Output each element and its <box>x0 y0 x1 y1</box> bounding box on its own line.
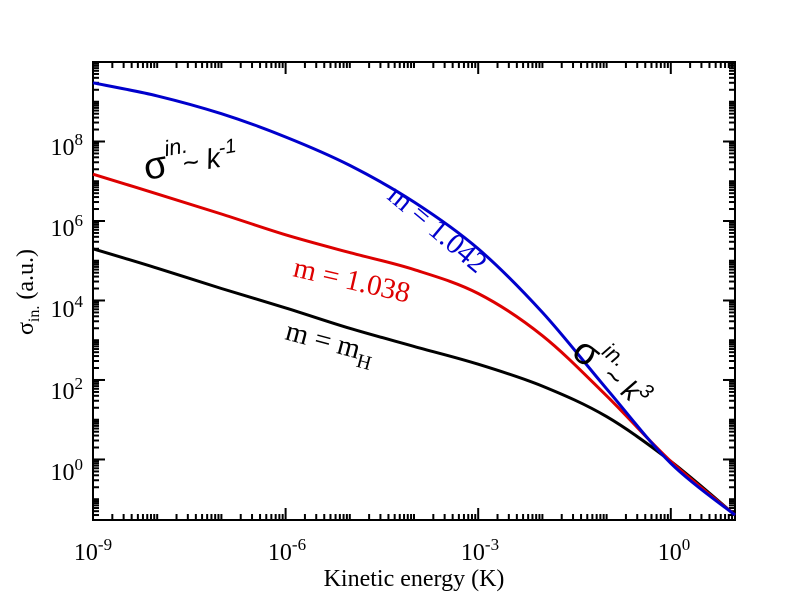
x-tick-label: 100 <box>658 535 691 566</box>
y-tick-label: 100 <box>51 455 84 486</box>
x-tick-label: 10-9 <box>74 535 112 566</box>
x-tick-label: 10-6 <box>268 535 306 566</box>
x-axis-label: Kinetic energy (K) <box>324 566 505 592</box>
axis-ticks <box>92 61 736 521</box>
y-tick-label: 102 <box>51 374 84 405</box>
series-lines <box>92 81 736 517</box>
series-line-m-m-h <box>92 247 736 517</box>
x-tick-labels: 10-9 10-6 10-3 100 <box>74 535 690 566</box>
label-m-1038: m = 1.038 <box>290 252 413 310</box>
series-line-m-1-042 <box>92 81 736 517</box>
power-law-low-energy: σin.~ k-1 <box>139 124 241 189</box>
y-tick-labels: 100 102 104 106 108 <box>51 130 84 486</box>
y-tick-label: 108 <box>51 130 84 161</box>
plot-frame <box>92 61 736 521</box>
x-tick-label: 10-3 <box>461 535 499 566</box>
y-tick-label: 106 <box>51 211 84 242</box>
y-axis-label: σin.(a.u.) <box>13 249 43 335</box>
y-tick-label: 104 <box>51 292 84 323</box>
label-m-mh: m = mH <box>281 315 378 375</box>
